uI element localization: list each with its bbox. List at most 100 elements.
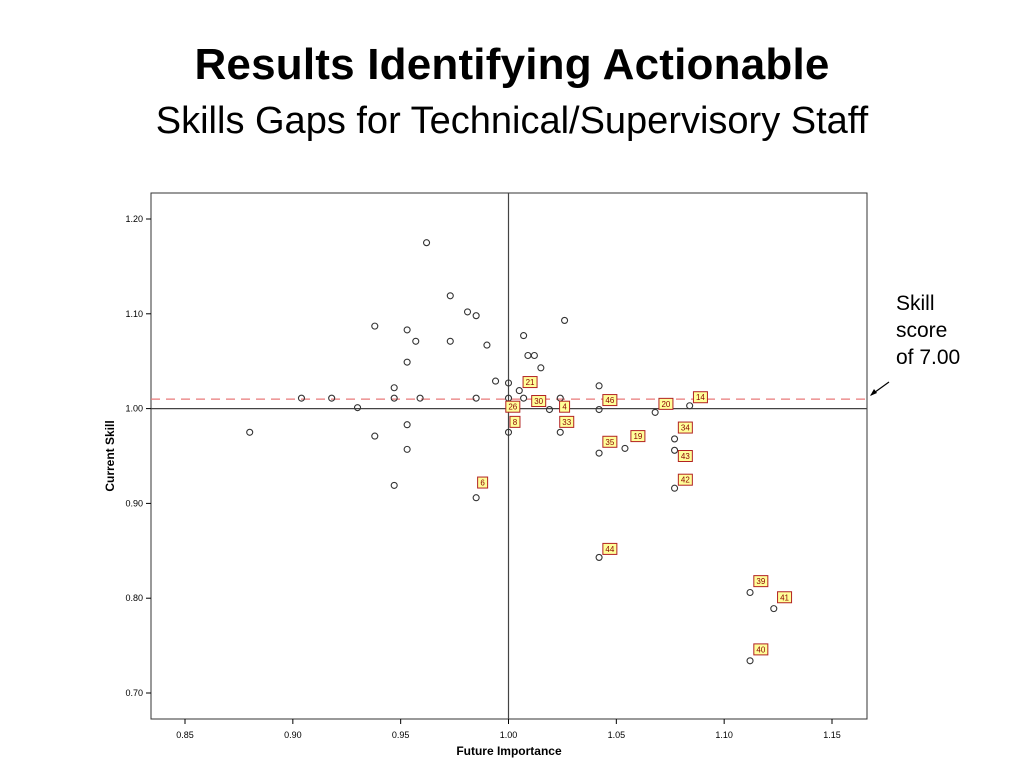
y-axis-title: Current Skill <box>103 420 117 491</box>
point-label-text: 21 <box>526 378 535 387</box>
data-point <box>446 292 454 300</box>
point-label-box <box>677 421 693 434</box>
slide-subtitle: Skills Gaps for Technical/Supervisory St… <box>155 100 869 142</box>
x-tick-label: 1.15 <box>823 730 841 740</box>
data-point <box>353 404 362 412</box>
point-label-box <box>559 400 571 413</box>
y-tick-label: 0.90 <box>125 498 143 508</box>
data-point <box>671 435 679 443</box>
data-point <box>561 316 569 324</box>
point-label: 4 <box>559 400 571 413</box>
point-label-box <box>509 415 521 428</box>
point-label-text: 20 <box>661 400 670 409</box>
point-label: 34 <box>677 421 693 434</box>
point-label: 39 <box>753 575 769 588</box>
data-point <box>422 239 431 247</box>
point-label: 42 <box>677 473 693 486</box>
y-tick-label: 0.80 <box>125 593 143 603</box>
skill-score-annotation: Skill score of 7.00 <box>896 290 1006 371</box>
axis-ticks: 0.85 0.90 0.95 1.00 1.05 1.10 1.15 0.70 0.80 0.90… <box>125 214 840 740</box>
point-label-text: 8 <box>513 418 518 427</box>
point-label-box <box>559 415 575 428</box>
point-label-text: 43 <box>681 452 690 461</box>
x-tick-label: 0.95 <box>392 730 410 740</box>
point-label-text: 46 <box>605 396 614 405</box>
annotation-line-3: of 7.00 <box>896 346 961 369</box>
x-tick-label: 0.90 <box>284 730 302 740</box>
point-label: 44 <box>602 542 618 555</box>
point-label-text: 33 <box>562 418 571 427</box>
point-label-text: 40 <box>756 645 765 654</box>
data-point <box>595 405 603 414</box>
data-point <box>492 377 500 385</box>
data-point <box>472 312 480 320</box>
y-tick-label: 1.20 <box>125 214 143 224</box>
data-point <box>446 337 454 345</box>
data-point <box>520 332 528 340</box>
data-point <box>595 553 603 561</box>
data-point <box>545 405 554 414</box>
point-label: 40 <box>753 643 769 656</box>
data-point <box>504 428 513 436</box>
point-label-text: 6 <box>480 479 485 488</box>
data-point <box>403 445 411 453</box>
point-label-box <box>522 376 538 389</box>
data-point <box>556 428 564 436</box>
data-point <box>472 394 480 402</box>
point-label-text: 34 <box>681 424 690 433</box>
point-label: 21 <box>522 376 538 389</box>
point-label-box <box>658 397 674 410</box>
point-label-text: 14 <box>696 393 705 402</box>
y-tick-label: 0.70 <box>125 688 143 698</box>
point-label-box <box>677 450 693 462</box>
point-label-box <box>477 476 489 489</box>
data-point <box>403 358 411 366</box>
data-point <box>483 341 491 349</box>
point-labels: 21 26 30 4 46 8 33 20 14 6 35 19 34 43 42 44 39 41 40 <box>477 376 793 656</box>
x-tick-label: 1.00 <box>500 730 518 740</box>
point-label: 35 <box>602 435 618 448</box>
data-point <box>746 588 754 597</box>
point-label-box <box>505 400 521 413</box>
point-label: 46 <box>602 394 618 407</box>
point-label-box <box>602 542 618 555</box>
point-label-box <box>692 391 708 404</box>
point-label-text: 41 <box>780 593 789 602</box>
y-tick-label: 1.00 <box>125 404 143 414</box>
point-label-box <box>531 395 547 408</box>
data-point <box>412 337 420 345</box>
x-axis-title: Future Importance <box>456 744 562 758</box>
data-points <box>246 239 778 665</box>
point-label-box <box>753 643 769 656</box>
point-label: 14 <box>692 391 708 404</box>
data-point <box>504 379 513 387</box>
data-point <box>403 326 411 334</box>
point-label: 20 <box>658 397 674 410</box>
data-point <box>595 449 603 457</box>
annotation-arrowhead <box>870 389 877 396</box>
point-label-box <box>753 575 769 588</box>
data-point <box>246 428 254 436</box>
point-label-text: 44 <box>605 545 614 554</box>
x-tick-label: 0.85 <box>176 730 194 740</box>
point-label-box <box>602 435 618 448</box>
point-label: 33 <box>559 415 575 428</box>
point-label: 6 <box>477 476 489 489</box>
data-point <box>671 446 679 454</box>
annotation-line-2: score <box>896 319 948 342</box>
point-label-text: 42 <box>681 476 690 485</box>
data-point <box>686 402 694 410</box>
point-label: 19 <box>630 430 646 443</box>
x-tick-label: 1.05 <box>608 730 626 740</box>
data-point <box>651 408 659 416</box>
data-point <box>371 432 379 440</box>
point-label: 26 <box>505 400 521 413</box>
data-point <box>472 494 480 502</box>
point-label-text: 30 <box>534 397 543 406</box>
data-point <box>390 384 398 392</box>
data-point <box>595 382 603 390</box>
data-point <box>537 364 545 372</box>
point-label-box <box>677 473 693 486</box>
point-label: 43 <box>677 450 693 462</box>
